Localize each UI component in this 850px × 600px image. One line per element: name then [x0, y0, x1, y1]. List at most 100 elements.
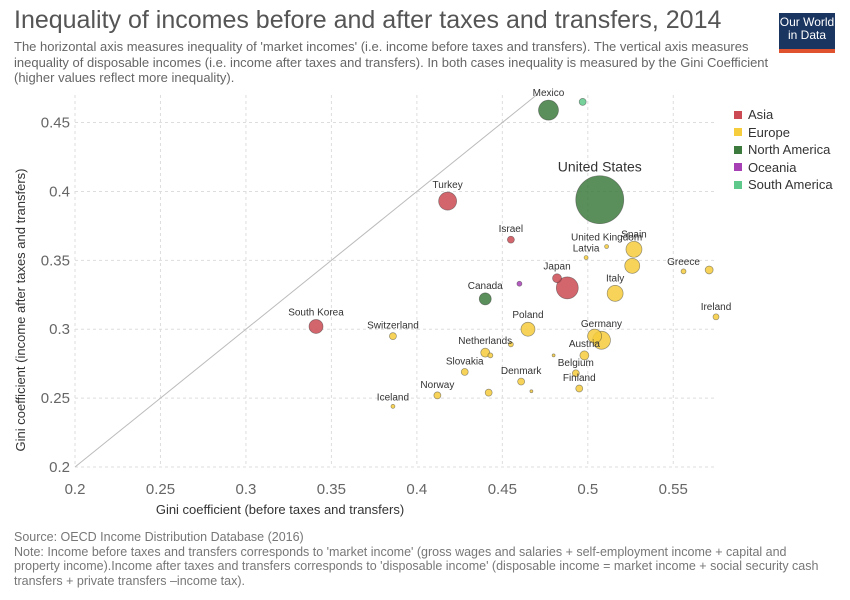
point-label: Iceland	[377, 392, 409, 403]
data-point[interactable]	[552, 273, 562, 284]
y-tick-label: 0.25	[41, 390, 70, 407]
point-labels: Mexico United States Turkey Israel United Ki…	[288, 88, 731, 403]
legend-item[interactable]: South America	[734, 176, 833, 194]
owid-logo[interactable]: Our World in Data	[779, 13, 835, 53]
point-label: United Kingdom	[571, 233, 642, 244]
x-tick-label: 0.3	[236, 481, 257, 498]
legend: Asia Europe North America Oceania South Amer…	[734, 106, 833, 194]
y-tick-label: 0.35	[41, 252, 70, 269]
note-text: Note: Income before taxes and transfers …	[14, 544, 819, 588]
legend-item[interactable]: Europe	[734, 124, 833, 142]
footer: Source: OECD Income Distribution Databas…	[14, 530, 824, 588]
data-point[interactable]	[624, 257, 641, 274]
legend-swatch	[734, 145, 742, 154]
point-label: Slovakia	[446, 356, 484, 367]
data-point[interactable]	[575, 175, 625, 225]
point-label: Poland	[512, 310, 543, 321]
legend-label: Oceania	[748, 159, 797, 175]
point-label: Austria	[569, 339, 601, 350]
x-tick-label: 0.5	[577, 481, 598, 498]
data-point[interactable]	[551, 353, 556, 358]
data-point[interactable]	[460, 368, 469, 376]
y-tick-label: 0.3	[49, 321, 70, 338]
data-point[interactable]	[478, 292, 492, 306]
x-axis-label: Gini coefficient (before taxes and trans…	[156, 502, 404, 517]
data-point[interactable]	[389, 332, 397, 340]
data-point[interactable]	[571, 369, 580, 378]
reference-line	[74, 94, 537, 468]
point-label: Turkey	[433, 180, 463, 191]
data-point[interactable]	[606, 285, 624, 302]
legend-label: North America	[748, 142, 831, 158]
legend-swatch	[734, 163, 742, 172]
point-label: Norway	[420, 380, 454, 391]
data-point[interactable]	[680, 268, 687, 275]
data-point[interactable]	[704, 265, 714, 275]
x-tick-label: 0.35	[317, 481, 346, 498]
x-tick-label: 0.2	[65, 481, 86, 498]
logo-line-2: in Data	[787, 28, 827, 42]
data-point[interactable]	[604, 244, 609, 249]
point-label: Latvia	[573, 244, 600, 255]
data-point[interactable]	[308, 319, 324, 334]
data-point[interactable]	[433, 391, 442, 400]
data-point[interactable]	[507, 235, 515, 244]
legend-swatch	[734, 110, 742, 119]
data-point[interactable]	[712, 313, 720, 321]
data-point[interactable]	[555, 276, 579, 300]
reference-line-layer	[74, 94, 537, 468]
x-tick-label: 0.45	[488, 481, 517, 498]
point-label: Spain	[621, 229, 647, 240]
point-label: Netherlands	[458, 336, 512, 347]
point-label: Finland	[563, 373, 596, 384]
data-point[interactable]	[487, 352, 494, 359]
point-label: Israel	[499, 224, 523, 235]
point-label: Japan	[543, 262, 570, 273]
point-label: United States	[558, 159, 642, 175]
point-label: Switzerland	[367, 321, 419, 332]
legend-item[interactable]: Oceania	[734, 159, 833, 177]
data-point[interactable]	[484, 388, 493, 397]
data-point[interactable]	[538, 99, 559, 121]
data-point[interactable]	[578, 98, 587, 106]
legend-swatch	[734, 180, 742, 189]
y-tick-label: 0.4	[49, 183, 70, 200]
data-point[interactable]	[438, 191, 457, 211]
data-point[interactable]	[390, 404, 396, 409]
point-label: Greece	[667, 257, 700, 268]
y-axis-label: Gini coefficient (income after taxes and…	[13, 169, 28, 452]
data-point[interactable]	[520, 321, 536, 337]
legend-label: Europe	[748, 124, 790, 140]
point-label: Denmark	[501, 366, 543, 377]
point-label: South Korea	[288, 307, 344, 318]
legend-item[interactable]: North America	[734, 141, 833, 159]
legend-swatch	[734, 128, 742, 137]
source-text: Source: OECD Income Distribution Databas…	[14, 530, 304, 544]
data-point[interactable]	[625, 240, 643, 258]
logo-line-1: Our World	[779, 15, 835, 29]
legend-label: South America	[748, 177, 833, 193]
x-tick-label: 0.25	[146, 481, 175, 498]
point-label: Italy	[606, 273, 624, 284]
data-point[interactable]	[575, 384, 584, 393]
data-point[interactable]	[587, 328, 602, 344]
x-tick-label: 0.55	[659, 481, 688, 498]
y-tick-label: 0.2	[49, 459, 70, 476]
data-point[interactable]	[508, 341, 514, 348]
data-point[interactable]	[517, 377, 525, 386]
tick-labels: 0.2 0.25 0.3 0.35 0.4 0.45 0.5 0.55 0.2 0.25 0.3 0.…	[41, 115, 688, 498]
y-tick-label: 0.45	[41, 115, 70, 132]
point-label: Canada	[468, 281, 503, 292]
point-label: Belgium	[558, 358, 594, 369]
data-point[interactable]	[583, 255, 589, 260]
point-label: Germany	[581, 319, 622, 330]
chart-subtitle: The horizontal axis measures inequality …	[14, 39, 769, 85]
data-point[interactable]	[516, 280, 523, 287]
legend-item[interactable]: Asia	[734, 106, 833, 124]
data-point[interactable]	[529, 389, 534, 394]
data-point[interactable]	[579, 350, 590, 361]
point-label: Mexico	[533, 88, 565, 99]
x-tick-label: 0.4	[406, 481, 427, 498]
legend-label: Asia	[748, 107, 774, 123]
